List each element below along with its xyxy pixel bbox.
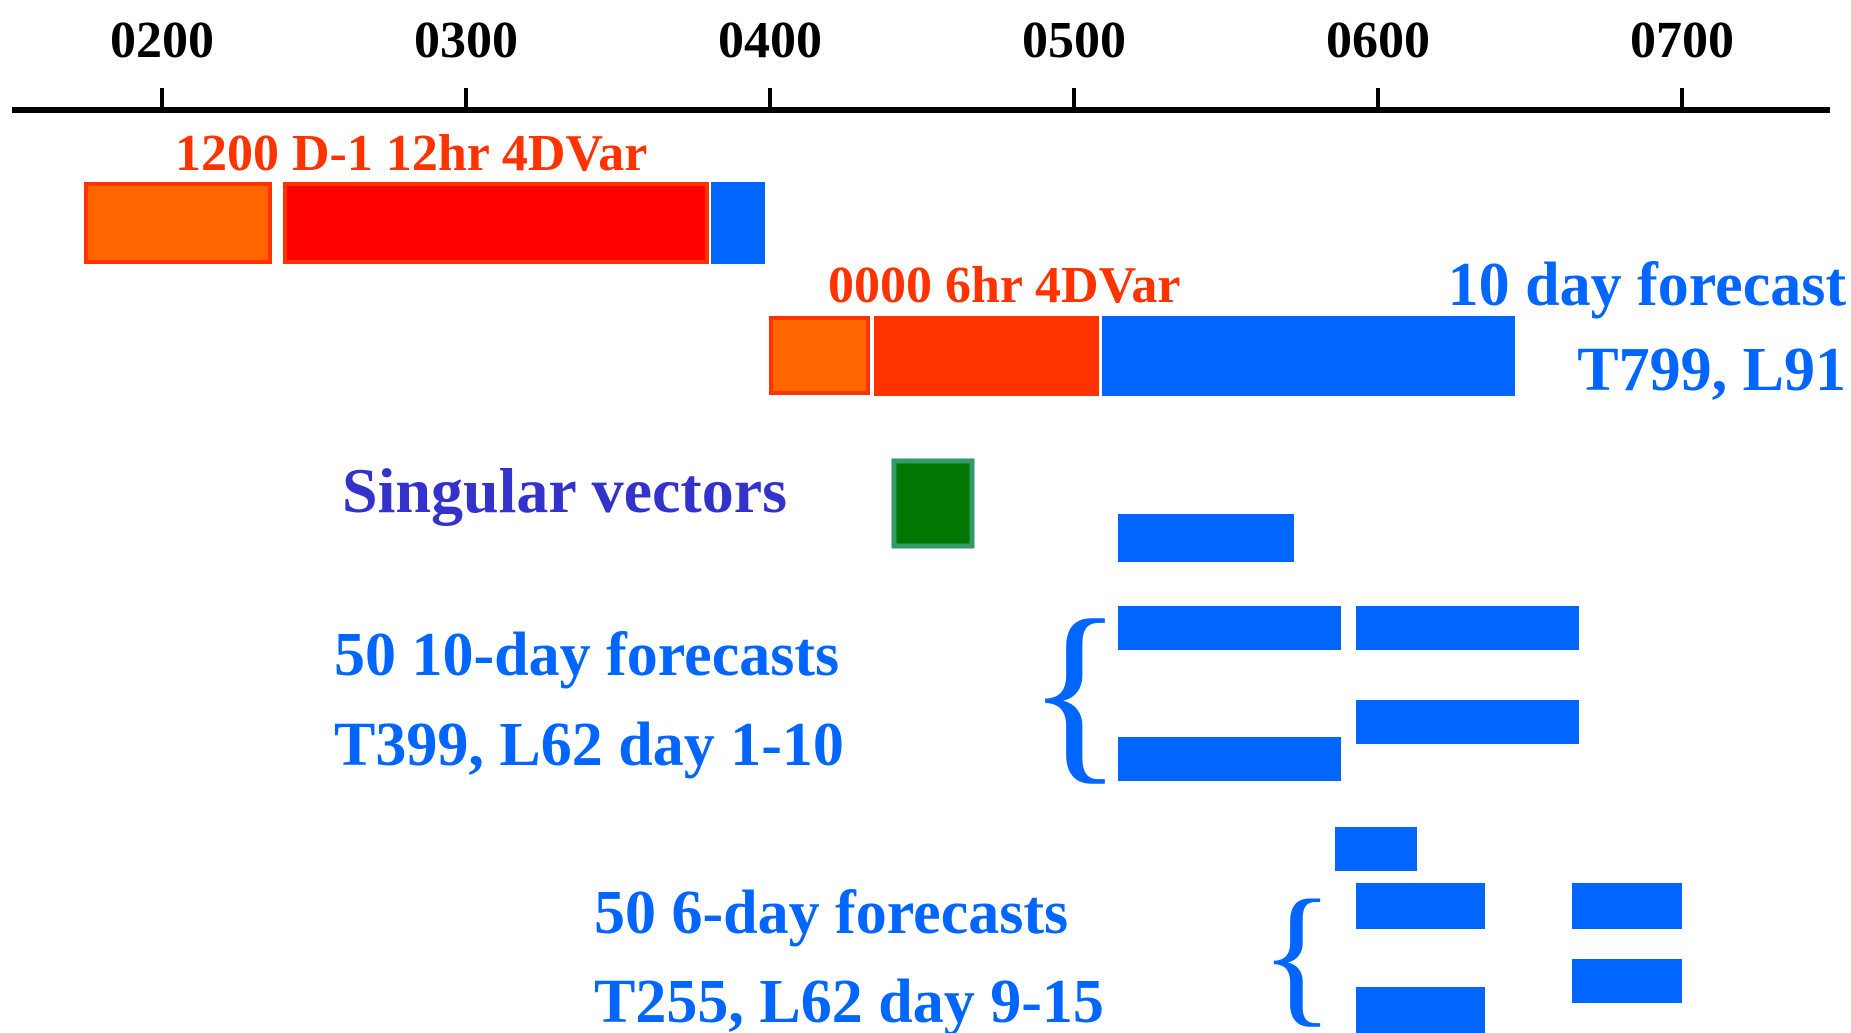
ens6-bar-row2-left <box>1356 883 1485 929</box>
ens6-bar-row3-right <box>1572 959 1682 1003</box>
ens10-label-line1: 50 10-day forecasts <box>334 621 839 689</box>
tick-label-0500: 0500 <box>1022 12 1126 69</box>
singular-vectors-box <box>891 458 975 549</box>
d0-orange-bar <box>769 316 870 395</box>
ens6-group: 50 6-day forecasts T255, L62 day 9-15 { <box>594 827 1682 1033</box>
ens6-brace: { <box>1260 868 1334 1033</box>
d1-orange-bar <box>84 182 272 264</box>
d1-4dvar-label: 1200 D-1 12hr 4DVar <box>175 125 647 182</box>
ens6-bar-row4-left <box>1356 987 1485 1033</box>
hires-forecast-label-line1: 10 day forecast <box>1448 251 1847 319</box>
ens6-bar-top <box>1335 827 1417 871</box>
d1-blue-bar <box>711 182 765 264</box>
tick-label-0600: 0600 <box>1326 12 1430 69</box>
ens10-bar-row2-left <box>1118 606 1341 650</box>
ens10-label-line2: T399, L62 day 1-10 <box>334 711 844 779</box>
d0-redorange-bar <box>874 316 1099 396</box>
ens10-bar-row2-right <box>1356 606 1579 650</box>
tick-label-0400: 0400 <box>718 12 822 69</box>
ens10-bar-top <box>1118 514 1294 562</box>
ens10-bar-row3-right <box>1356 700 1579 744</box>
d0-4dvar-label: 0000 6hr 4DVar <box>828 257 1180 314</box>
hires-forecast-label-line2: T799, L91 <box>1577 336 1846 404</box>
singular-vectors-label: Singular vectors <box>342 455 787 526</box>
ens6-bar-row2-right <box>1572 883 1682 929</box>
ens10-brace: { <box>1027 580 1123 801</box>
tick-label-0700: 0700 <box>1630 12 1734 69</box>
tick-label-0200: 0200 <box>110 12 214 69</box>
hires-forecast-bar <box>1102 316 1515 396</box>
ens6-label-line2: T255, L62 day 9-15 <box>594 968 1104 1033</box>
ens10-group: 50 10-day forecasts T399, L62 day 1-10 { <box>334 514 1579 801</box>
ens6-label-line1: 50 6-day forecasts <box>594 879 1068 947</box>
time-axis: 0200 0300 0400 0500 0600 0700 <box>12 12 1830 113</box>
d1-red-bar <box>283 182 709 264</box>
d0-4dvar-group: 0000 6hr 4DVar 10 day forecast T799, L91 <box>769 251 1847 404</box>
ens10-bar-row4-left <box>1118 737 1341 781</box>
tick-label-0300: 0300 <box>414 12 518 69</box>
singular-vectors-group: Singular vectors <box>342 455 975 549</box>
d1-4dvar-group: 1200 D-1 12hr 4DVar <box>84 125 765 264</box>
